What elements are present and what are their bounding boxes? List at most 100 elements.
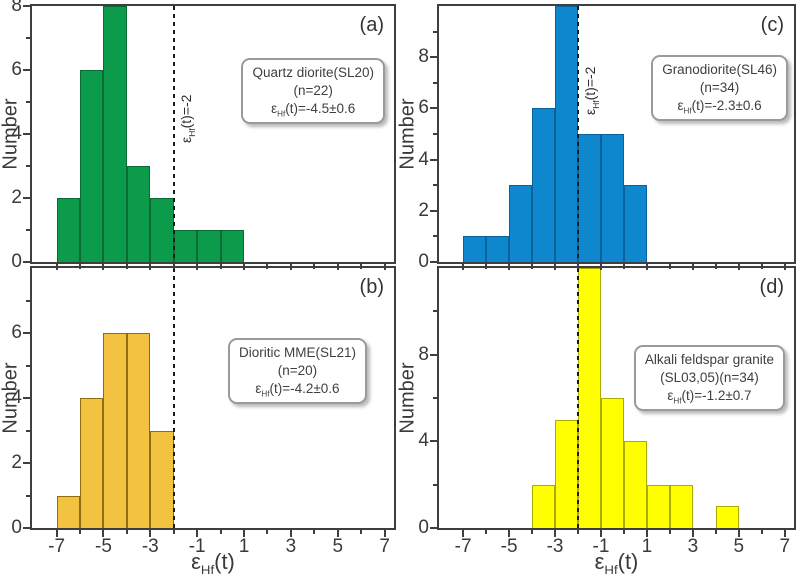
y-tick-label: 4 (418, 430, 429, 452)
x-minor-tick (485, 264, 488, 269)
annotation-n: (n=34) (699, 79, 740, 95)
annotation-n: (n=22) (293, 82, 333, 98)
x-minor-tick (462, 264, 465, 270)
y-minor-tick (433, 81, 437, 84)
y-tick-label: 2 (11, 452, 22, 473)
x-tick-label: -1 (188, 536, 206, 557)
y-major-tick (23, 69, 30, 71)
annotation-sample: Quartz diorite(SL20) (252, 65, 374, 80)
panel-letter: (d) (759, 276, 784, 298)
histogram-bar (463, 236, 487, 262)
histogram-bar (715, 506, 739, 528)
x-tick-label: -1 (592, 536, 610, 557)
y-minor-tick (26, 429, 30, 432)
histogram-bar (103, 333, 127, 528)
histogram-bar (56, 495, 81, 528)
histogram-bar (578, 268, 601, 528)
y-minor-tick (26, 364, 30, 367)
y-minor-tick (433, 30, 437, 33)
x-major-tick (783, 530, 786, 537)
x-minor-tick (196, 264, 199, 270)
x-tick-label: 7 (379, 536, 390, 557)
plot-frame-a: εHf(t)=-2 Quartz diorite(SL20) (n=22) εHf(t… (30, 4, 396, 264)
y-minor-tick (433, 397, 437, 399)
x-major-tick (554, 530, 557, 537)
y-tick-label: 6 (11, 59, 22, 80)
x-minor-tick (760, 264, 763, 269)
x-major-tick (508, 530, 511, 537)
y-major-tick (430, 527, 437, 529)
x-minor-tick (313, 530, 316, 534)
x-major-tick (149, 530, 152, 537)
x-tick-label: 1 (238, 536, 250, 557)
plot-frame-d: Alkali feldspar granite (SL03,05)(n=34) εH… (437, 266, 796, 530)
x-tick-label: 5 (332, 536, 344, 557)
annotation-sample: Alkali feldspar granite (644, 352, 774, 367)
y-tick-label: 8 (418, 343, 429, 365)
histogram-bar (623, 441, 647, 528)
plot-frame-c: εHf(t)=-2 Granodiorite(SL46) (n=34) εHf(t)=… (437, 4, 796, 264)
x-minor-tick (360, 530, 363, 534)
y-tick-label: 2 (418, 199, 429, 221)
x-minor-tick (622, 264, 625, 269)
histogram-bar (80, 70, 104, 262)
histogram-bar (150, 198, 174, 262)
y-major-tick (23, 261, 30, 263)
x-tick-label: -7 (48, 536, 66, 557)
x-minor-tick (102, 264, 105, 270)
y-tick-label: 6 (418, 97, 429, 119)
y-tick-label: 2 (11, 187, 22, 208)
x-major-tick (336, 530, 339, 537)
y-tick-label: 8 (418, 46, 429, 68)
y-major-tick (430, 261, 437, 263)
x-major-tick (383, 530, 386, 537)
x-minor-tick (485, 530, 488, 534)
histogram-bar (555, 419, 578, 528)
x-minor-tick (79, 264, 82, 269)
x-minor-tick (125, 530, 128, 534)
histogram-bar (646, 484, 670, 528)
x-minor-tick (783, 264, 786, 270)
y-tick-label: 0 (418, 517, 429, 538)
histogram-bar (669, 484, 693, 528)
y-major-tick (430, 158, 437, 161)
x-minor-tick (172, 530, 175, 534)
x-major-tick (102, 530, 105, 537)
y-major-tick (23, 527, 30, 529)
x-major-tick (462, 530, 465, 537)
annotation-n: (SL03,05)(n=34) (660, 369, 759, 385)
x-minor-tick (531, 530, 534, 534)
plot-frame-b: Dioritic MME(SL21) (n=20) εHf(t)=-4.2±0.6 (… (30, 266, 396, 530)
y-axis-title: Number (396, 362, 419, 434)
x-axis-title: εHf(t) (191, 549, 235, 574)
x-major-tick (645, 530, 648, 537)
annotation-sample: Dioritic MME(SL21) (238, 345, 356, 360)
annotation-mean-label: εHf(t)=-2.3±0.6 (677, 97, 762, 116)
y-tick-label: 6 (11, 322, 22, 343)
y-major-tick (23, 133, 30, 135)
y-minor-tick (26, 229, 30, 231)
y-major-tick (23, 5, 30, 7)
epsilon-ref-line (172, 6, 175, 262)
annotation-box: Granodiorite(SL46) (n=34) εHf(t)=-2.3±0.6 (651, 55, 788, 122)
x-minor-tick (243, 264, 246, 270)
y-major-tick (430, 209, 437, 212)
x-tick-label: 3 (687, 536, 699, 557)
histogram-bar (103, 6, 127, 262)
histogram-bar (532, 108, 556, 262)
x-major-tick (737, 530, 740, 537)
x-tick-label: -3 (141, 536, 159, 557)
y-major-tick (23, 197, 30, 199)
y-major-tick (430, 56, 437, 59)
histogram-bar (578, 134, 601, 262)
y-major-tick (430, 353, 437, 356)
x-minor-tick (668, 264, 671, 269)
y-tick-label: 0 (418, 251, 429, 272)
x-tick-label: 3 (285, 536, 297, 557)
histogram-bar (555, 6, 578, 262)
x-minor-tick (383, 264, 386, 270)
x-minor-tick (577, 264, 579, 269)
y-minor-tick (26, 494, 30, 497)
annotation-box: Quartz diorite(SL20) (n=22) εHf(t)=-4.5±0.… (241, 58, 385, 125)
annotation-mean-label: εHf(t)=-4.5±0.6 (271, 100, 356, 119)
